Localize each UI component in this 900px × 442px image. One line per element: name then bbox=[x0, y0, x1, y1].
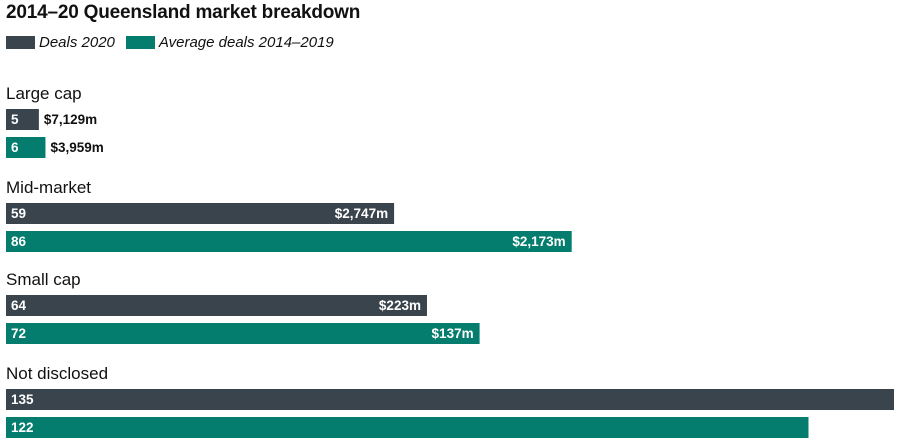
value-label-mid-market-series-1: $2,173m bbox=[512, 234, 565, 249]
legend-swatch-average-deals bbox=[125, 35, 155, 49]
legend-label-average-deals: Average deals 2014–2019 bbox=[158, 33, 334, 51]
count-label-not-disclosed-series-0: 135 bbox=[11, 392, 34, 407]
category-label-mid-market: Mid-market bbox=[6, 178, 91, 197]
bar-large-cap-series-1 bbox=[6, 137, 46, 158]
category-label-large-cap: Large cap bbox=[6, 84, 82, 103]
count-label-small-cap-series-1: 72 bbox=[11, 326, 26, 341]
category-label-not-disclosed: Not disclosed bbox=[6, 364, 108, 383]
bar-mid-market-series-1 bbox=[6, 231, 572, 252]
count-label-not-disclosed-series-1: 122 bbox=[11, 420, 34, 435]
bar-large-cap-series-0 bbox=[6, 109, 39, 130]
value-label-large-cap-series-1: $3,959m bbox=[50, 140, 103, 155]
bar-not-disclosed-series-1 bbox=[6, 417, 809, 438]
legend: Deals 2020 Average deals 2014–2019 bbox=[6, 32, 345, 52]
value-label-mid-market-series-0: $2,747m bbox=[335, 206, 388, 221]
value-label-small-cap-series-1: $137m bbox=[432, 326, 474, 341]
value-label-small-cap-series-0: $223m bbox=[379, 298, 421, 313]
count-label-small-cap-series-0: 64 bbox=[11, 298, 27, 313]
count-label-mid-market-series-1: 86 bbox=[11, 234, 27, 249]
bar-mid-market-series-0 bbox=[6, 203, 395, 224]
category-label-small-cap: Small cap bbox=[6, 270, 81, 289]
chart-title: 2014–20 Queensland market breakdown bbox=[6, 2, 361, 23]
bar-small-cap-series-1 bbox=[6, 323, 480, 344]
count-label-large-cap-series-0: 5 bbox=[11, 112, 19, 127]
value-label-large-cap-series-0: $7,129m bbox=[44, 112, 97, 127]
legend-label-deals-2020: Deals 2020 bbox=[39, 33, 115, 51]
legend-item-deals-2020: Deals 2020 bbox=[6, 34, 115, 51]
bar-not-disclosed-series-0 bbox=[6, 389, 894, 410]
count-label-large-cap-series-1: 6 bbox=[11, 140, 19, 155]
bar-small-cap-series-0 bbox=[6, 295, 427, 316]
legend-item-average-deals: Average deals 2014–2019 bbox=[125, 33, 334, 51]
count-label-mid-market-series-0: 59 bbox=[11, 206, 26, 221]
legend-swatch-deals-2020 bbox=[6, 35, 35, 49]
